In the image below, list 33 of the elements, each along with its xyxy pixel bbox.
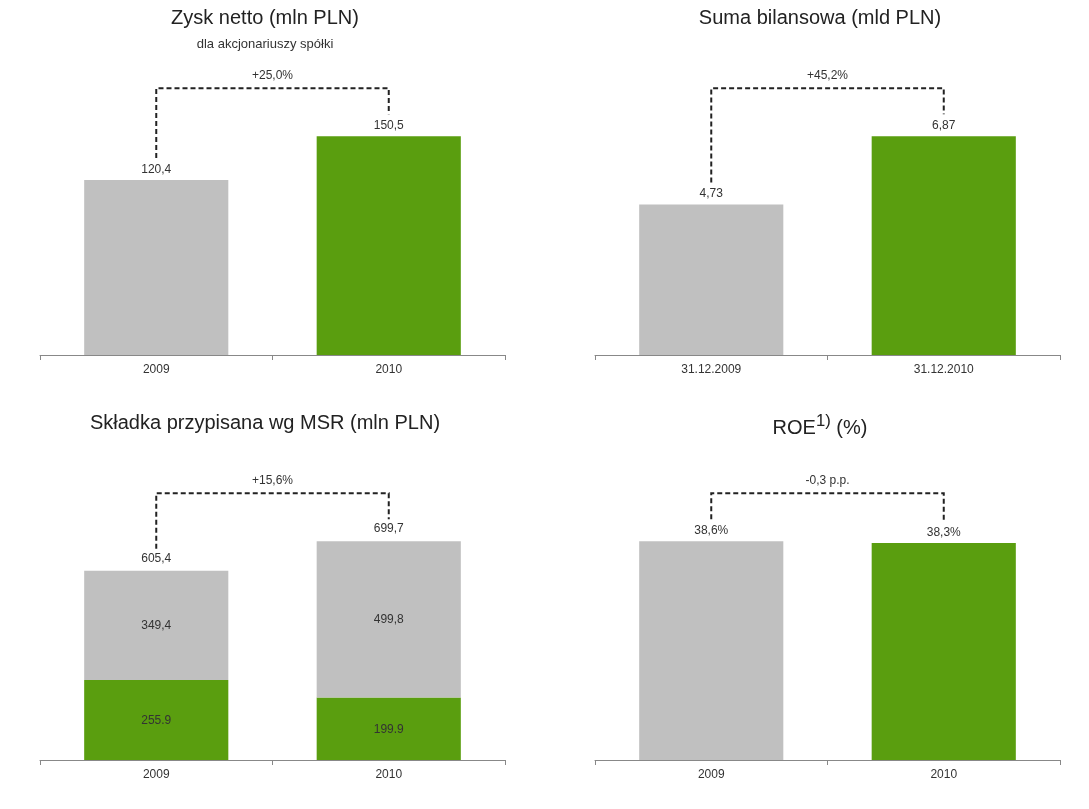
text: +25,0% <box>251 68 294 83</box>
chart-subtitle: dla akcjonariuszy spółki <box>195 36 335 51</box>
x-tick-label: 2009 <box>697 767 725 781</box>
data-label: 4,73 <box>699 186 724 201</box>
text: +45,2% <box>806 68 849 83</box>
chart-title: Zysk netto (mln PLN) <box>170 6 360 29</box>
data-label: 38,3% <box>926 524 962 539</box>
data-label: 199.9 <box>373 721 405 736</box>
text: +15,6% <box>251 473 294 488</box>
data-label: 150,5 <box>373 118 405 133</box>
data-label: 255.9 <box>141 713 172 727</box>
x-tick-label: 2010 <box>930 767 958 781</box>
x-tick-label: 2009 <box>142 767 170 781</box>
bar <box>316 697 461 760</box>
data-label: 499,8 <box>373 612 405 627</box>
data-label: 38,6% <box>694 523 729 538</box>
total-label: 699,7 <box>373 521 404 536</box>
total-label: 605,4 <box>141 550 172 565</box>
chart-title: Suma bilansowa (mld PLN) <box>697 6 943 29</box>
data-label: 6,87 <box>932 118 956 133</box>
x-tick-label: 2009 <box>142 362 170 376</box>
x-tick-label: 31.12.2010 <box>913 362 975 376</box>
text: -0,3 p.p. <box>805 473 850 488</box>
x-tick-label: 2010 <box>375 767 403 781</box>
x-tick-label: 2010 <box>375 362 403 376</box>
bar <box>84 680 229 760</box>
chart-title: ROE$^{1)}$ (%) <box>771 411 869 439</box>
x-tick-label: 31.12.2009 <box>681 362 742 376</box>
bar <box>316 541 461 698</box>
chart-title: Składka przypisana wg MSR (mln PLN) <box>88 411 442 434</box>
data-label: 349,4 <box>141 618 172 633</box>
bar <box>84 570 229 680</box>
data-label: 120,4 <box>141 162 172 176</box>
